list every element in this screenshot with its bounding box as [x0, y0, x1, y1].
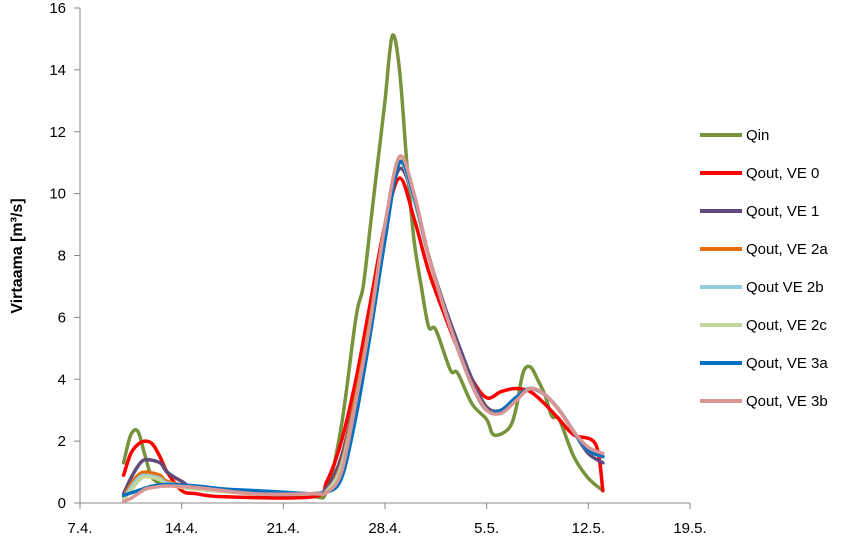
y-tick-label: 0: [58, 495, 66, 512]
x-ticks: 7.4. 14.4. 21.4. 28.4. 5.5. 12.5. 19.5.: [67, 503, 707, 537]
y-tick-label: 8: [58, 248, 66, 265]
legend-label: Qin: [746, 127, 769, 144]
legend-label: Qout, VE 1: [746, 203, 819, 220]
legend-label: Qout, VE 3a: [746, 355, 828, 372]
y-tick-label: 16: [49, 0, 66, 17]
legend-label: Qout, VE 2a: [746, 241, 828, 258]
series-line-1: [121, 33, 605, 500]
x-tick-label: 5.5.: [474, 520, 499, 537]
series-line-6: [121, 157, 605, 502]
y-tick-label: 14: [49, 62, 66, 79]
x-tick-label: 7.4.: [67, 520, 92, 537]
y-tick-label: 4: [58, 371, 66, 388]
y-tick-label: 12: [49, 124, 66, 141]
x-tick-label: 19.5.: [673, 520, 706, 537]
x-tick-label: 12.5.: [572, 520, 605, 537]
series-layer: [121, 33, 605, 504]
legend: Qin Qout, VE 0 Qout, VE 1 Qout, VE 2a Qout V…: [700, 127, 828, 410]
series-line-3: [121, 166, 605, 497]
series-line-8: [121, 154, 605, 504]
chart-axes: [79, 8, 690, 504]
legend-label: Qout, VE 3b: [746, 393, 828, 410]
legend-label: Qout, VE 2c: [746, 317, 827, 334]
x-tick-label: 14.4.: [165, 520, 198, 537]
series-line-7: [121, 159, 605, 498]
y-tick-label: 10: [49, 186, 66, 203]
legend-label: Qout, VE 0: [746, 165, 819, 182]
y-tick-label: 6: [58, 309, 66, 326]
x-tick-label: 28.4.: [368, 520, 401, 537]
x-tick-label: 21.4.: [267, 520, 300, 537]
series-line-2: [121, 176, 605, 500]
y-ticks: 0 2 4 6 8 10 12 14 16: [49, 0, 80, 512]
legend-label: Qout VE 2b: [746, 279, 824, 296]
series-line-5: [121, 160, 605, 501]
y-tick-label: 2: [58, 433, 66, 450]
series-line-4: [121, 160, 605, 499]
y-axis-title: Virtaama [m³/s]: [9, 198, 26, 313]
